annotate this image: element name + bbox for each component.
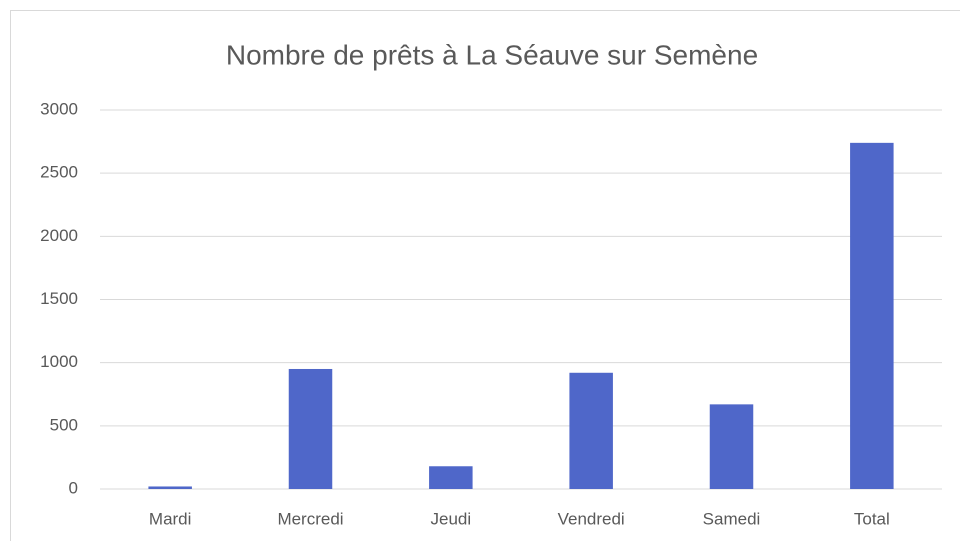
bar bbox=[288, 368, 333, 489]
y-tick-label: 3000 bbox=[40, 99, 78, 118]
y-tick-label: 2000 bbox=[40, 226, 78, 245]
bar bbox=[850, 142, 894, 489]
bar bbox=[429, 466, 473, 489]
x-tick-label: Total bbox=[854, 509, 890, 528]
x-tick-label: Jeudi bbox=[431, 509, 472, 528]
bar bbox=[709, 404, 754, 489]
x-tick-label: Mardi bbox=[149, 509, 192, 528]
y-tick-label: 500 bbox=[50, 415, 78, 434]
bar bbox=[148, 486, 192, 489]
chart-title: Nombre de prêts à La Séauve sur Semène bbox=[226, 39, 758, 70]
y-tick-label: 2500 bbox=[40, 163, 78, 182]
y-tick-label: 1000 bbox=[40, 352, 78, 371]
x-tick-label: Vendredi bbox=[558, 509, 625, 528]
y-tick-label: 1500 bbox=[40, 289, 78, 308]
chart-border bbox=[10, 10, 960, 541]
x-tick-label: Samedi bbox=[703, 509, 761, 528]
bar bbox=[569, 372, 613, 489]
x-tick-label: Mercredi bbox=[277, 509, 343, 528]
y-tick-label: 0 bbox=[69, 478, 78, 497]
